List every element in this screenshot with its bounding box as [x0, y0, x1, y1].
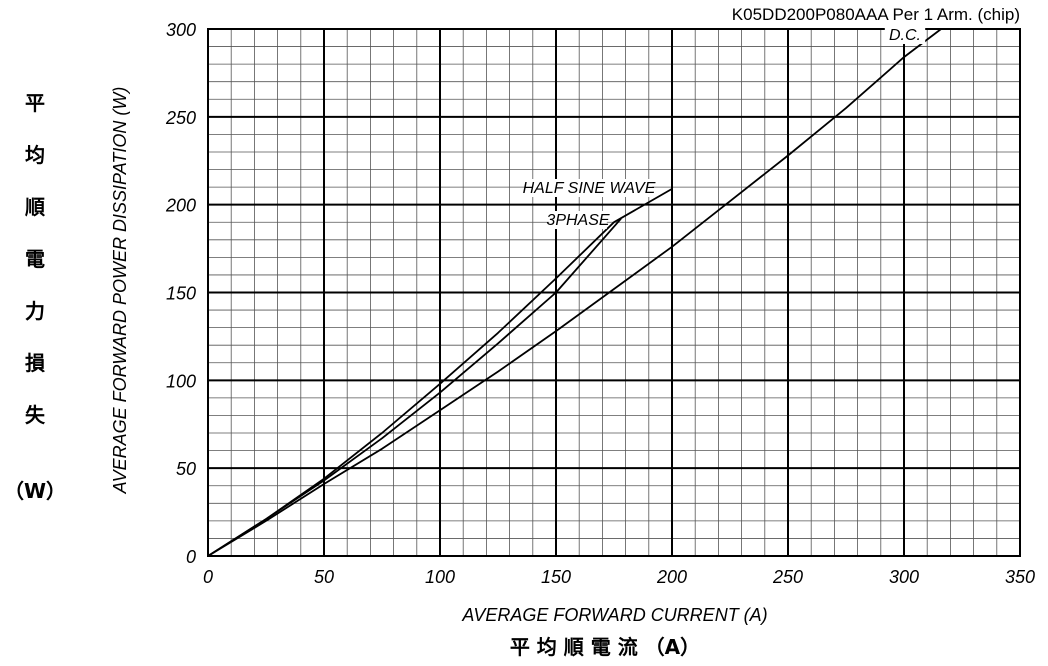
- series-label-0: D.C.: [889, 27, 921, 44]
- y-tick-label: 50: [176, 459, 196, 479]
- y-tick-label: 300: [166, 20, 196, 40]
- y-title-char: 均: [25, 143, 45, 167]
- x-tick-label: 0: [203, 567, 213, 587]
- y-title-char: 電: [25, 247, 45, 271]
- y-title-char: 力: [25, 299, 45, 323]
- x-tick-label: 300: [889, 567, 919, 587]
- y-tick-label: 150: [166, 284, 196, 304]
- x-axis-title: AVERAGE FORWARD CURRENT (A): [461, 605, 767, 625]
- series-label-1: HALF SINE WAVE: [523, 180, 656, 197]
- x-axis-title-japanese: 平 均 順 電 流 （A）: [510, 635, 700, 659]
- series-label-2: 3PHASE: [546, 212, 609, 229]
- y-title-unit: （W）: [4, 479, 66, 503]
- x-tick-label: 250: [772, 567, 803, 587]
- y-axis-title: AVERAGE FORWARD POWER DISSIPATION (W): [110, 87, 130, 495]
- x-tick-label: 150: [541, 567, 571, 587]
- series-labels: D.C. HALF SINE WAVE 3PHASE: [523, 26, 926, 229]
- series-lines: [207, 28, 942, 557]
- x-tick-label: 50: [314, 567, 334, 587]
- series-label-bg: [525, 179, 653, 197]
- x-tick-label: 350: [1005, 567, 1035, 587]
- y-tick-label: 100: [166, 371, 196, 391]
- series-label-bg: [884, 26, 926, 44]
- chart-header-title: K05DD200P080AAA Per 1 Arm. (chip): [732, 5, 1020, 24]
- x-tick-label: 200: [656, 567, 687, 587]
- series-label-bg: [549, 211, 607, 229]
- plot-frame: [207, 28, 1021, 557]
- x-tick-labels: 0 50 100 150 200 250 300 350: [203, 567, 1035, 587]
- series-line-2: [207, 218, 622, 557]
- series-line-0: [207, 28, 942, 557]
- plot-border: [207, 28, 1021, 557]
- y-tick-labels: 0 50 100 150 200 250 300: [165, 20, 196, 567]
- y-title-char: 失: [25, 403, 46, 427]
- y-title-char: 損: [25, 351, 46, 375]
- y-tick-label: 0: [186, 547, 196, 567]
- y-title-char: 順: [25, 195, 46, 219]
- x-tick-label: 100: [425, 567, 455, 587]
- y-tick-label: 250: [165, 108, 196, 128]
- y-title-char: 平: [25, 91, 45, 115]
- y-tick-label: 200: [165, 196, 196, 216]
